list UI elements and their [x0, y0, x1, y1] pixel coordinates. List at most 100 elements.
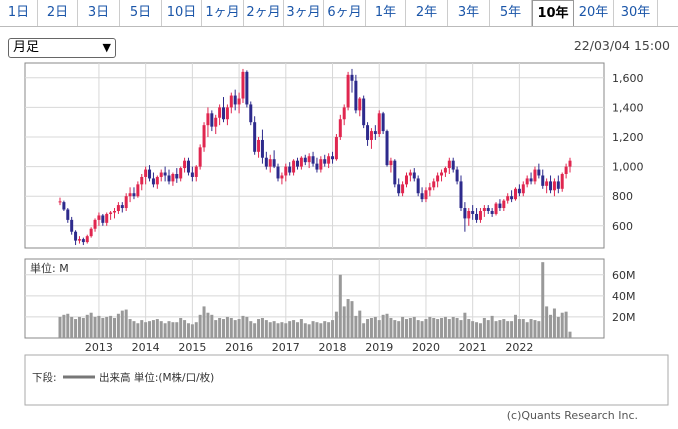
tab-4[interactable]: 10日: [162, 0, 202, 26]
volume-bar: [229, 317, 233, 338]
volume-bar: [327, 322, 331, 338]
volume-bar: [303, 323, 307, 338]
candle-body: [529, 178, 533, 182]
volume-bar: [280, 322, 284, 338]
legend-frame: [24, 354, 669, 406]
volume-bar: [132, 321, 136, 338]
volume-bar: [167, 321, 171, 338]
candle-body: [549, 181, 553, 191]
volume-bar: [358, 310, 362, 338]
volume-bar: [128, 319, 132, 338]
candle-body: [303, 157, 307, 163]
volume-bar: [486, 320, 490, 338]
volume-bar: [198, 314, 202, 338]
candle-body: [109, 212, 113, 214]
year-label: 2017: [272, 341, 300, 354]
candle-body: [482, 208, 486, 211]
volume-bar: [268, 322, 272, 338]
volume-bar: [517, 319, 521, 338]
volume-bar: [319, 323, 323, 338]
volume-bar: [163, 323, 167, 338]
candle-body: [132, 193, 136, 197]
tab-12[interactable]: 5年: [490, 0, 532, 26]
tab-2[interactable]: 3日: [78, 0, 120, 26]
tab-0[interactable]: 1日: [0, 0, 38, 26]
volume-bar: [369, 317, 373, 338]
volume-bar: [467, 319, 471, 338]
volume-bar: [260, 317, 264, 338]
candle-body: [280, 175, 284, 179]
candle-body: [513, 188, 517, 200]
tab-10[interactable]: 2年: [406, 0, 448, 26]
legend-prefix: 下段:: [32, 371, 57, 384]
tab-15[interactable]: 30年: [614, 0, 658, 26]
volume-bar: [190, 324, 194, 338]
year-label: 2016: [225, 341, 253, 354]
volume-bar: [237, 319, 241, 338]
candle-body: [124, 196, 128, 209]
tab-1[interactable]: 2日: [38, 0, 78, 26]
candle-body: [342, 107, 346, 120]
candle-body: [299, 157, 303, 167]
year-label: 2015: [178, 341, 206, 354]
volume-bar: [136, 323, 140, 338]
candle-body: [151, 178, 155, 185]
candle-body: [116, 205, 120, 211]
year-label: 2018: [319, 341, 347, 354]
price-tick-label: 800: [612, 190, 633, 203]
tab-11[interactable]: 3年: [448, 0, 490, 26]
candle-body: [475, 213, 479, 220]
volume-bar: [338, 274, 342, 338]
volume-bar: [490, 315, 494, 338]
price-panel-frame: [24, 62, 605, 249]
candle-body: [198, 147, 202, 167]
volume-bar: [276, 323, 280, 338]
volume-bar: [151, 320, 155, 338]
volume-bar: [77, 316, 81, 338]
tab-7[interactable]: 3ヶ月: [284, 0, 324, 26]
volume-bar: [206, 312, 210, 338]
candle-body: [408, 172, 412, 176]
candle-body: [455, 169, 459, 182]
year-label: 2021: [459, 341, 487, 354]
candle-body: [311, 156, 315, 164]
tab-8[interactable]: 6ヶ月: [324, 0, 366, 26]
volume-bar: [529, 319, 533, 338]
volume-tick-label: 20M: [612, 311, 636, 324]
candle-body: [284, 166, 288, 176]
candle-body: [101, 215, 105, 223]
tab-9[interactable]: 1年: [366, 0, 406, 26]
range-tabs: 1日 2日 3日 5日 10日 1ヶ月 2ヶ月 3ヶ月 6ヶ月 1年 2年 3年 5年 10年 20年 30年: [0, 0, 678, 27]
volume-bar: [58, 316, 62, 338]
candle-body: [459, 181, 463, 209]
volume-bar: [299, 319, 303, 338]
candle-body: [502, 200, 506, 209]
candle-body: [436, 175, 440, 182]
candle-body: [128, 193, 132, 197]
volume-bar: [97, 315, 101, 338]
candle-body: [428, 187, 432, 191]
volume-bar: [475, 322, 479, 338]
tab-6[interactable]: 2ヶ月: [244, 0, 284, 26]
volume-bar: [175, 322, 179, 338]
tab-5[interactable]: 1ヶ月: [202, 0, 244, 26]
volume-bar: [120, 310, 124, 338]
tab-14[interactable]: 20年: [574, 0, 614, 26]
period-select[interactable]: 月足 ▼: [8, 38, 116, 58]
volume-bar: [443, 316, 447, 338]
candle-body: [249, 104, 253, 123]
volume-bar: [541, 262, 545, 338]
timestamp: 22/03/04 15:00: [573, 38, 670, 53]
volume-bar: [513, 314, 517, 338]
tab-3[interactable]: 5日: [120, 0, 162, 26]
volume-bar: [537, 321, 541, 338]
candle-body: [331, 156, 335, 160]
candle-body: [478, 211, 482, 220]
tab-13[interactable]: 10年: [532, 0, 574, 26]
volume-bar: [284, 323, 288, 338]
volume-bar: [81, 317, 85, 338]
volume-bar: [249, 321, 253, 338]
candle-body: [533, 169, 537, 182]
candle-body: [568, 160, 572, 167]
chevron-down-icon: ▼: [102, 41, 111, 54]
